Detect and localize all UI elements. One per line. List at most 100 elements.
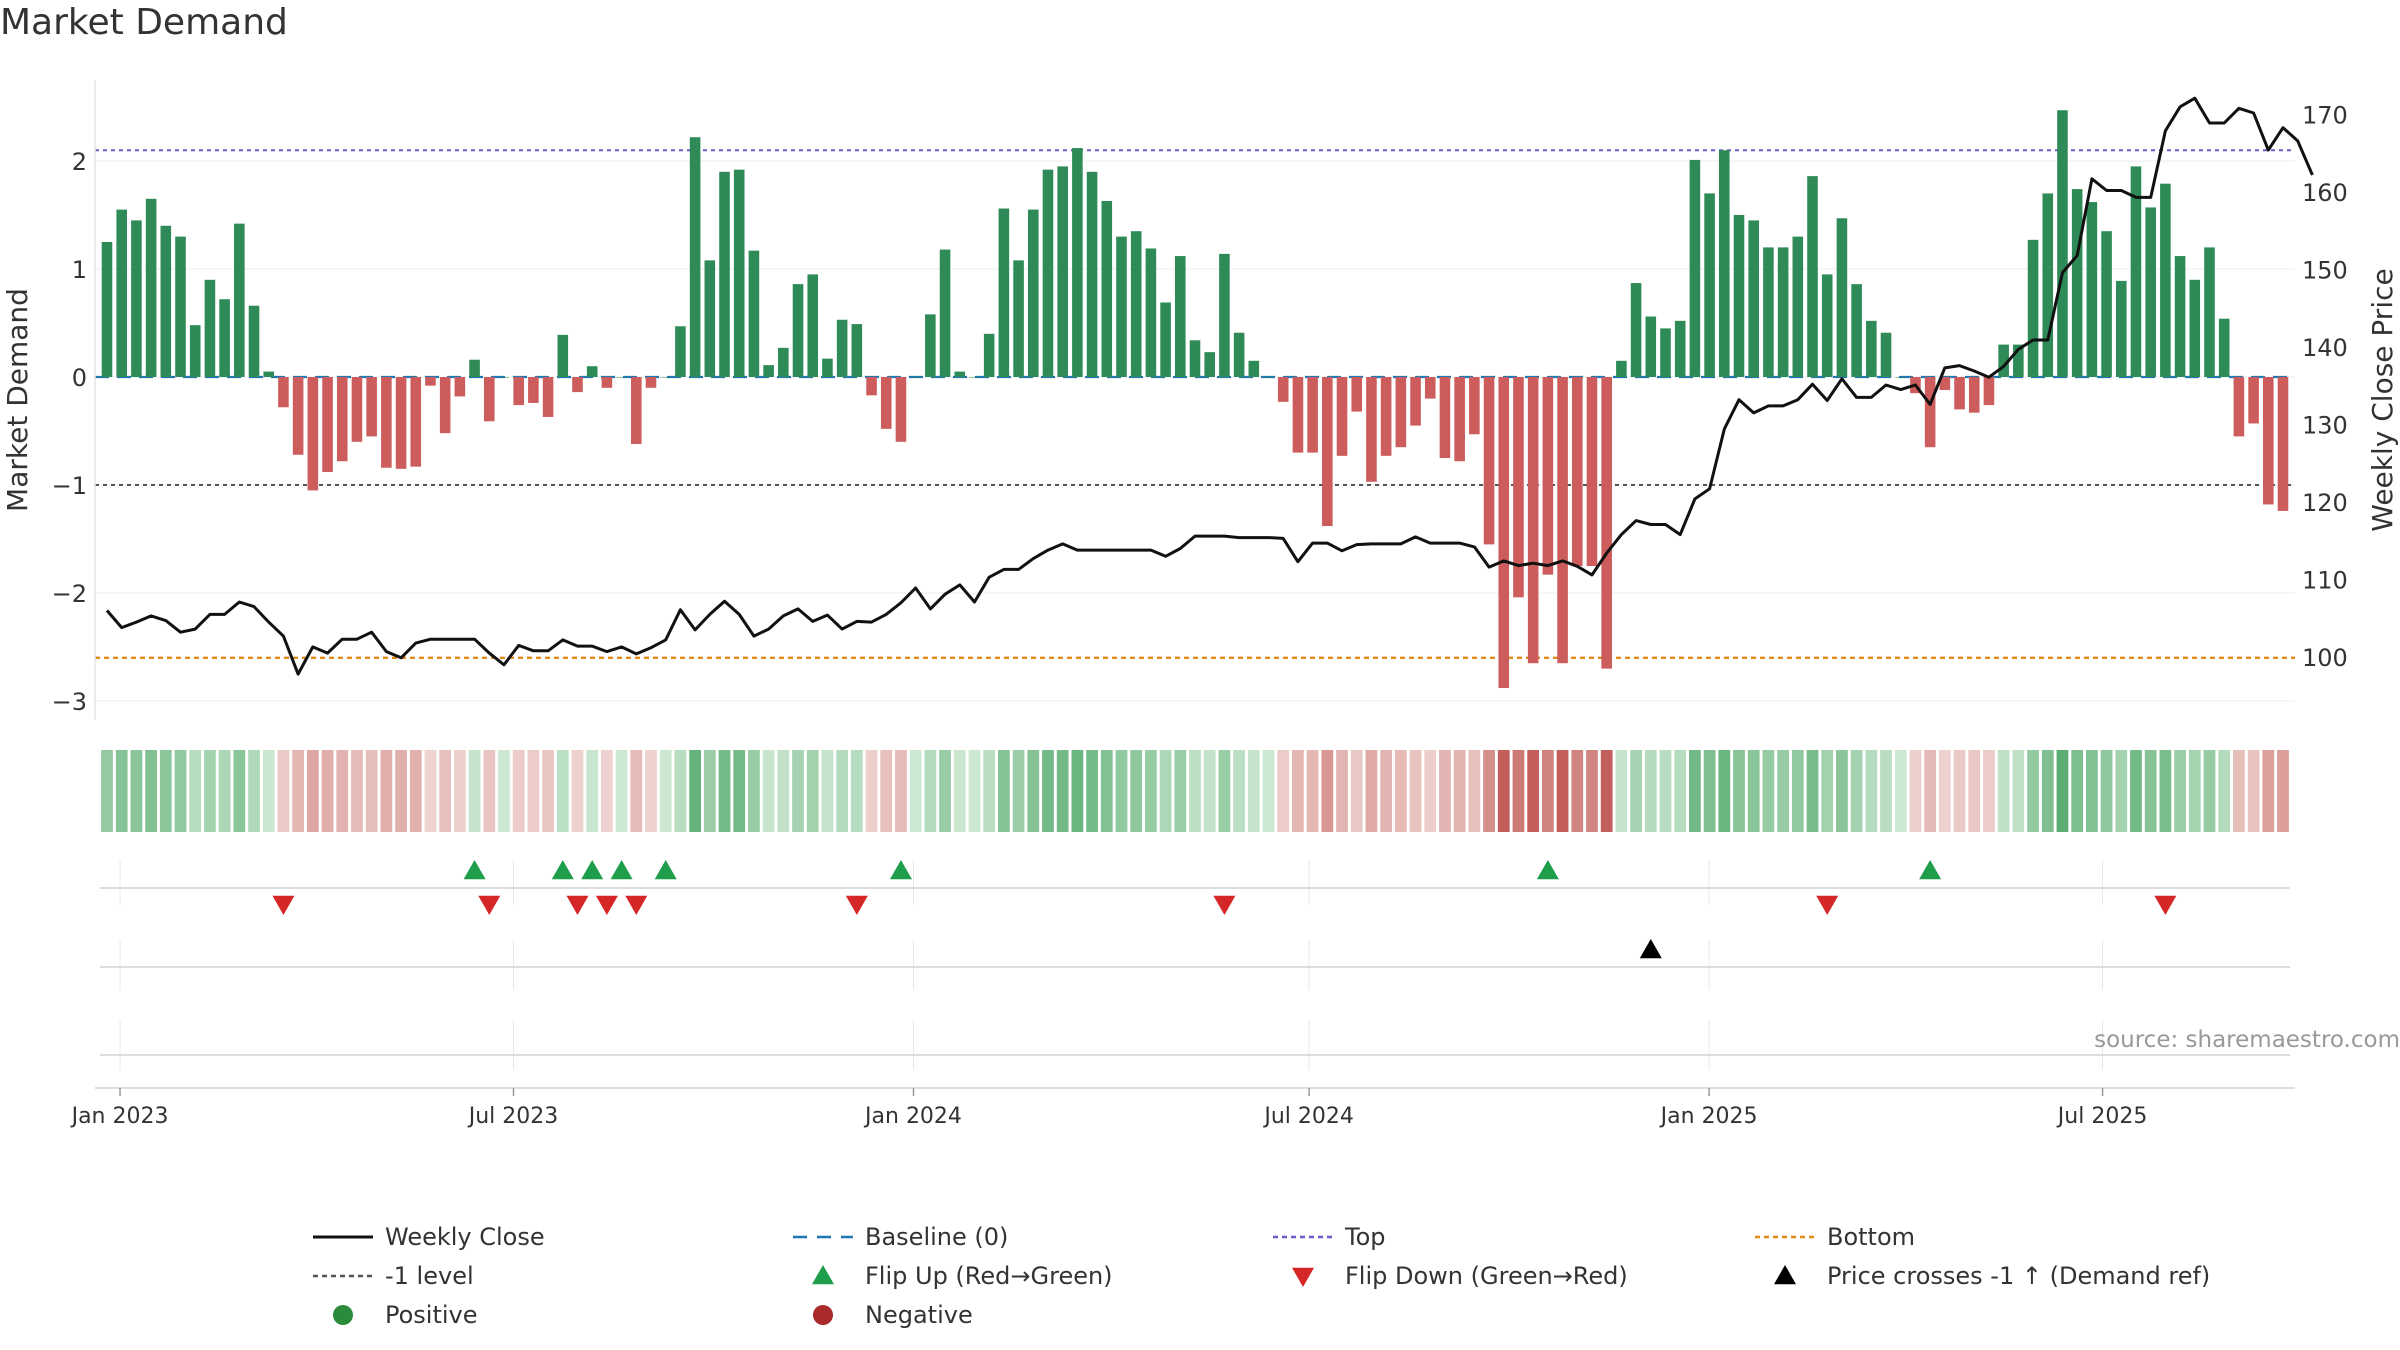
demand-bar [2174, 256, 2186, 377]
demand-bar [1424, 377, 1436, 399]
strip-cell [2130, 750, 2142, 832]
strip-cell [1777, 750, 1789, 832]
strip-cell [1012, 750, 1025, 832]
strip-cell [1527, 750, 1540, 832]
demand-bar [351, 377, 363, 442]
demand-bar [2130, 166, 2142, 377]
strip-cell [1938, 750, 1951, 832]
demand-bar [763, 365, 774, 377]
demand-bar [895, 377, 907, 442]
strip-cell [571, 750, 584, 832]
strip-cell [439, 750, 452, 832]
strip-cell [1218, 750, 1231, 832]
strip-cell [615, 750, 628, 832]
strip-cell [836, 750, 849, 832]
strip-cell [762, 750, 775, 832]
demand-bar [1674, 320, 1686, 377]
strip-cell [1130, 750, 1143, 832]
strip-cell [248, 750, 260, 832]
demand-bar [1130, 231, 1142, 377]
demand-bar [1689, 159, 1701, 377]
strip-cell [1042, 750, 1054, 832]
demand-bar [1616, 360, 1627, 377]
strip-cell [395, 750, 407, 832]
strip-cell [1453, 750, 1466, 832]
strip-cell [336, 750, 349, 832]
strip-cell [968, 750, 981, 832]
strip-cell [909, 750, 922, 832]
strip-cell [2233, 750, 2245, 832]
strip-cell [2100, 750, 2113, 832]
strip-cell [1836, 750, 1848, 832]
strip-cell [1659, 750, 1672, 832]
strip-cell [2203, 750, 2216, 832]
demand-bar [381, 377, 392, 468]
strip-cell [1850, 750, 1863, 832]
strip-cell [689, 750, 701, 832]
strip-cell [1409, 750, 1422, 832]
strip-cell [821, 750, 834, 832]
demand-bar [1704, 193, 1715, 377]
strip-cell [351, 750, 363, 832]
flip-up-marker [889, 860, 912, 880]
strip-cell [792, 750, 804, 832]
demand-bar [204, 279, 216, 377]
strip-cell [865, 750, 878, 832]
x-tick-label: Jan 2023 [70, 1104, 169, 1129]
flip-down-marker [1213, 895, 1236, 915]
legend-item-baseline: Baseline (0) [793, 1223, 1008, 1251]
demand-bar [631, 377, 642, 444]
demand-bar [1292, 377, 1304, 453]
demand-bar [2189, 279, 2201, 377]
demand-bar [1601, 377, 1612, 669]
legend-item-top: Top [1273, 1223, 1386, 1251]
strip-cell [850, 750, 863, 832]
strip-cell [586, 750, 599, 832]
strip-cell [1689, 750, 1701, 832]
strip-cell [1615, 750, 1628, 832]
demand-bar [2027, 239, 2039, 377]
legend-swatch [1292, 1267, 1314, 1287]
strip-cell [101, 750, 113, 832]
demand-bar [1498, 377, 1510, 689]
demand-bar [292, 377, 304, 455]
demand-bar [322, 377, 333, 473]
strip-cell [630, 750, 643, 832]
demand-bar [601, 377, 613, 388]
demand-bar [792, 284, 804, 377]
demand-bar [645, 377, 657, 388]
y2-tick-label: 100 [2302, 644, 2348, 672]
demand-bar [1395, 377, 1407, 448]
flip-up-marker [1536, 860, 1559, 880]
strip-cell [1512, 750, 1525, 832]
y2-tick-label: 110 [2302, 567, 2348, 595]
demand-bar [1057, 166, 1068, 377]
demand-bar [925, 314, 936, 377]
y-tick-label: 1 [72, 256, 87, 284]
legend-item-bottom: Bottom [1755, 1223, 1915, 1251]
demand-bar [1189, 340, 1201, 377]
demand-bar [1042, 169, 1054, 377]
strip-cell [1924, 750, 1937, 832]
demand-bar [1807, 176, 1818, 377]
price-line-group [105, 96, 2314, 676]
strip-cell [2071, 750, 2084, 832]
flip-down-marker [625, 895, 648, 915]
strip-cell [468, 750, 481, 832]
strip-cell [498, 750, 510, 832]
flip-down-marker [478, 895, 501, 915]
strip-cell [512, 750, 525, 832]
strip-cell [953, 750, 966, 832]
strip-cell [453, 750, 466, 832]
demand-bar [1204, 352, 1215, 377]
strip-cell [2218, 750, 2231, 832]
strip-cell [895, 750, 907, 832]
demand-bar [1307, 377, 1318, 453]
demand-bar [307, 377, 319, 491]
demand-bar [1924, 377, 1936, 448]
strip-cell [703, 750, 716, 832]
y2-tick-label: 120 [2302, 489, 2348, 517]
demand-bar [1086, 171, 1098, 377]
strip-cell [1233, 750, 1245, 832]
demand-bar [2086, 202, 2098, 377]
